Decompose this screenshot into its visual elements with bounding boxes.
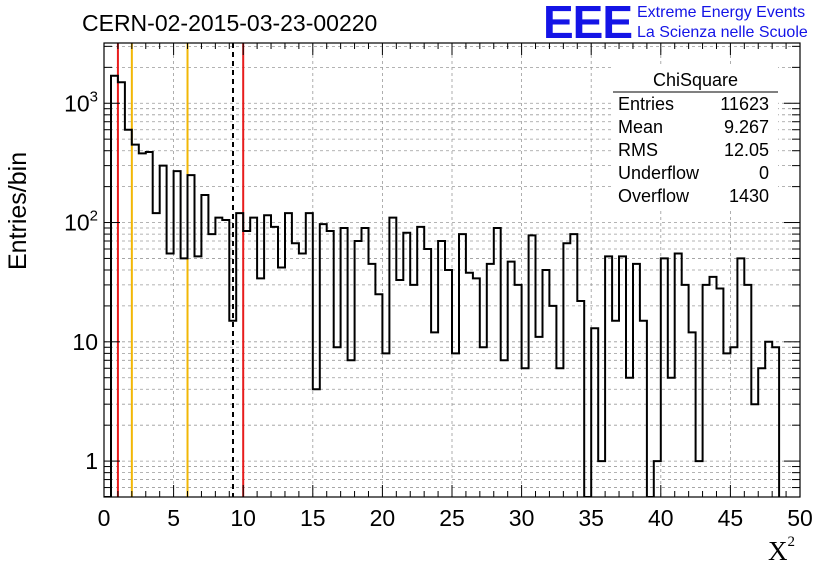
x-axis-label: X2 bbox=[768, 534, 796, 567]
x-axis-label-base: X bbox=[768, 536, 788, 566]
x-tick-label: 35 bbox=[578, 505, 604, 531]
stats-value: 1430 bbox=[729, 186, 769, 206]
x-tick-label: 15 bbox=[300, 505, 326, 531]
stats-label: Entries bbox=[618, 94, 674, 114]
histogram bbox=[104, 74, 781, 497]
x-tick-label: 20 bbox=[370, 505, 396, 531]
stats-box: ChiSquare Entries 11623 Mean 9.267 RMS 12.05 Un… bbox=[613, 66, 778, 211]
histogram-outline bbox=[104, 74, 781, 497]
y-tick-label: 102 bbox=[64, 208, 98, 236]
stats-label: Underflow bbox=[618, 163, 700, 183]
x-axis-label-sup: 2 bbox=[787, 534, 796, 550]
stats-value: 0 bbox=[759, 163, 769, 183]
x-tick-label: 5 bbox=[167, 505, 180, 531]
eee-logo: EEE bbox=[543, 0, 633, 48]
y-tick-label: 103 bbox=[64, 88, 98, 116]
logo-line-2: La Scienza nelle Scuole bbox=[637, 24, 808, 41]
stats-value: 12.05 bbox=[724, 140, 769, 160]
stats-box-bg bbox=[613, 66, 778, 211]
x-tick-label: 50 bbox=[787, 505, 813, 531]
x-tick-label: 30 bbox=[509, 505, 535, 531]
y-tick-label: 10 bbox=[72, 329, 98, 355]
stats-value: 11623 bbox=[720, 94, 769, 114]
stats-label: Mean bbox=[618, 117, 663, 137]
stats-label: Overflow bbox=[618, 186, 690, 206]
reference-lines bbox=[116, 43, 245, 497]
logo-line-1: Extreme Energy Events bbox=[637, 4, 806, 21]
x-tick-label: 25 bbox=[439, 505, 465, 531]
x-tick-label: 40 bbox=[648, 505, 674, 531]
x-tick-label: 0 bbox=[98, 505, 111, 531]
x-tick-label: 10 bbox=[230, 505, 256, 531]
y-tick-label: 1 bbox=[85, 448, 98, 474]
stats-title: ChiSquare bbox=[653, 70, 738, 90]
run-title: CERN-02-2015-03-23-00220 bbox=[82, 10, 378, 36]
stats-value: 9.267 bbox=[724, 117, 769, 137]
stats-label: RMS bbox=[618, 140, 658, 160]
x-tick-label: 45 bbox=[718, 505, 744, 531]
